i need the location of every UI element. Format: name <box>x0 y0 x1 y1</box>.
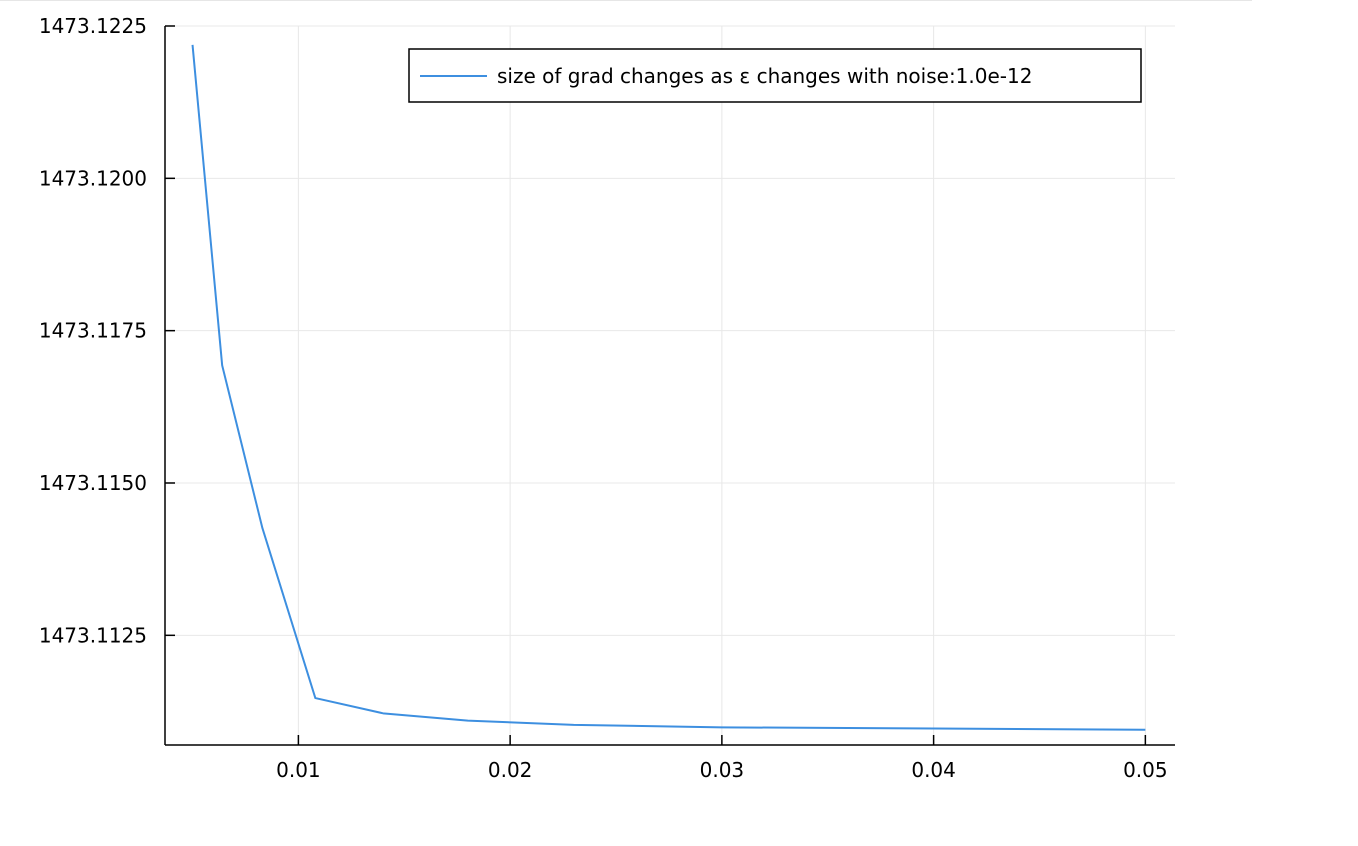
y-tick-label: 1473.1200 <box>39 166 147 190</box>
y-tick-label: 1473.1125 <box>39 623 147 647</box>
legend-label: size of grad changes as ε changes with n… <box>497 64 1032 88</box>
x-tick-label: 0.03 <box>700 758 745 782</box>
x-tick-label: 0.01 <box>276 758 321 782</box>
x-tick-label: 0.05 <box>1123 758 1168 782</box>
legend: size of grad changes as ε changes with n… <box>408 48 1142 103</box>
x-tick-label: 0.04 <box>911 758 956 782</box>
axes: 0.01 0.02 0.03 0.04 0.05 1473.1125 1473.1150 14… <box>39 14 1175 782</box>
y-tick-label: 1473.1175 <box>39 319 147 343</box>
x-tick-label: 0.02 <box>488 758 533 782</box>
y-tick-label: 1473.1150 <box>39 471 147 495</box>
series-layer <box>191 44 1146 731</box>
series-line <box>191 44 1146 731</box>
legend-box <box>408 48 1142 103</box>
grid-lines <box>165 25 1175 745</box>
y-tick-label: 1473.1225 <box>39 14 147 38</box>
